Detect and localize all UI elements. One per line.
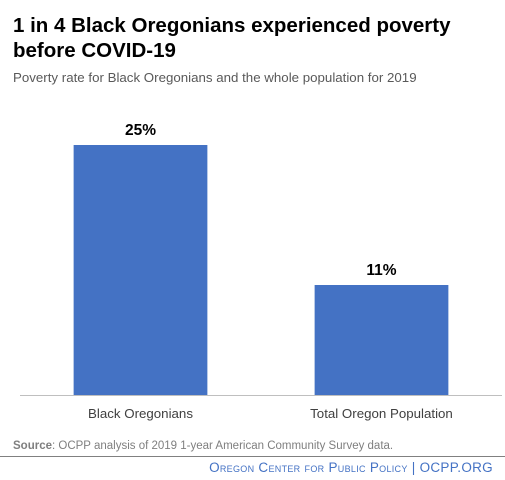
bar-chart: 25% Black Oregonians 11% Total Oregon Popul…: [20, 122, 502, 421]
footer-divider: [0, 456, 505, 457]
source-text: : OCPP analysis of 2019 1-year American …: [52, 440, 394, 452]
data-label-1: 25%: [125, 122, 156, 139]
bar-2: [314, 285, 449, 395]
footer-credit: Oregon Center for Public Policy | OCPP.O…: [209, 460, 493, 475]
chart-title: 1 in 4 Black Oregonians experienced pove…: [13, 14, 451, 62]
x-tick-label-2: Total Oregon Population: [310, 406, 453, 421]
x-tick-label-1: Black Oregonians: [88, 406, 193, 421]
chart-subtitle: Poverty rate for Black Oregonians and th…: [13, 70, 417, 85]
source-label: Source: [13, 440, 52, 452]
data-label-2: 11%: [366, 262, 396, 279]
source-note: Source: OCPP analysis of 2019 1-year Ame…: [13, 439, 393, 453]
bar-1: [73, 145, 208, 395]
